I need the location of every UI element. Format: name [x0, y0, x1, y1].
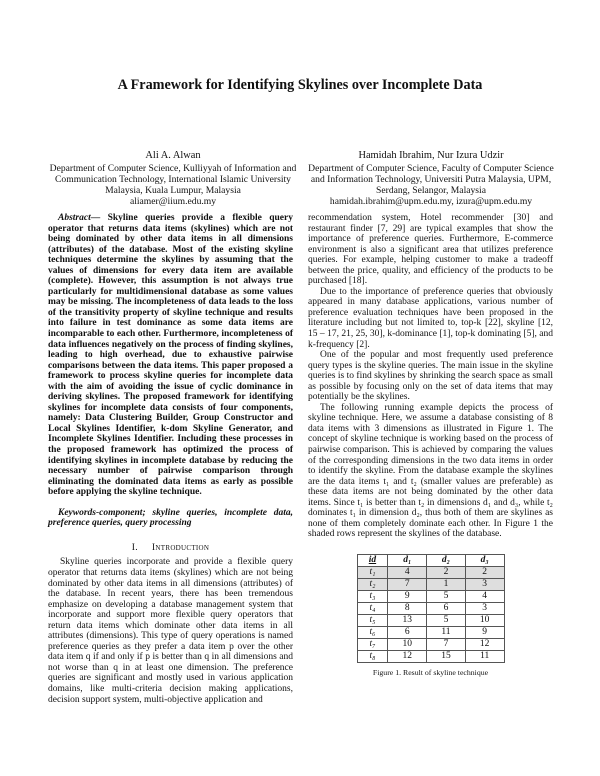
table-row: t₅ 13 5 10 [356, 613, 505, 627]
header-d1: d₁ [387, 553, 428, 567]
table-row: t₄ 8 6 3 [356, 601, 505, 615]
cell-d3: 3 [464, 601, 505, 615]
section-number: I. [131, 541, 138, 553]
cell-d3: 12 [464, 637, 505, 651]
cell-d2: 5 [426, 589, 466, 603]
cell-d1: 12 [387, 649, 428, 663]
section-title: Introduction [151, 541, 210, 553]
cell-d3: 10 [464, 613, 505, 627]
body-paragraph: recommendation system, Hotel recommender… [308, 213, 553, 287]
cell-id: t₅ [356, 613, 389, 627]
header-d2: d₂ [426, 553, 466, 567]
abstract: Abstract— Skyline queries provide a flex… [48, 213, 293, 498]
author-name: Hamidah Ibrahim, Nur Izura Udzir [358, 150, 504, 161]
cell-d2: 2 [426, 565, 466, 579]
table-row: t₁ 4 2 2 [356, 565, 505, 579]
cell-id: t₇ [356, 637, 389, 651]
cell-d2: 5 [426, 613, 466, 627]
figure-caption: Figure 1. Result of skyline technique [372, 667, 489, 677]
cell-d1: 10 [387, 637, 428, 651]
cell-d2: 15 [426, 649, 466, 663]
cell-id: t₃ [356, 589, 389, 603]
author-block-1: Ali A. Alwan Department of Computer Scie… [48, 150, 298, 207]
table-row: t₂ 7 1 3 [356, 577, 505, 591]
author-email: hamidah.ibrahim@upm.edu.my, izura@upm.ed… [329, 196, 533, 208]
header-id: id [356, 553, 389, 567]
abstract-text: Skyline queries provide a flexible query… [48, 213, 293, 498]
cell-id: t₂ [356, 577, 389, 591]
cell-d1: 8 [387, 601, 428, 615]
table-row: t₈ 12 15 11 [356, 649, 505, 663]
cell-d1: 13 [387, 613, 428, 627]
cell-d3: 2 [464, 565, 505, 579]
cell-d1: 9 [387, 589, 428, 603]
abstract-label: Abstract— [58, 213, 101, 223]
cell-d1: 4 [387, 565, 428, 579]
cell-id: t₆ [356, 625, 389, 639]
cell-id: t₄ [356, 601, 389, 615]
cell-d2: 6 [426, 601, 466, 615]
author-affiliation: Department of Computer Science, Kulliyya… [49, 162, 297, 196]
table-row: t₇ 10 7 12 [356, 637, 505, 651]
cell-d2: 11 [426, 625, 466, 639]
cell-d3: 3 [464, 577, 505, 591]
paper-title: A Framework for Identifying Skylines ove… [117, 77, 483, 93]
cell-d2: 7 [426, 637, 466, 651]
section-heading: I. Introduction [48, 541, 293, 554]
body-paragraph: Due to the importance of preference quer… [308, 286, 553, 350]
cell-d1: 6 [387, 625, 428, 639]
table-row: t₆ 6 11 9 [356, 625, 505, 639]
cell-d3: 4 [464, 589, 505, 603]
header-d3: d₃ [464, 553, 505, 567]
cell-d2: 1 [426, 577, 466, 591]
right-column: recommendation system, Hotel recommender… [308, 213, 553, 679]
left-column: Abstract— Skyline queries provide a flex… [48, 213, 293, 705]
cell-d1: 7 [387, 577, 428, 591]
author-affiliation: Department of Computer Science, Faculty … [308, 162, 554, 196]
body-paragraph: One of the popular and most frequently u… [308, 350, 553, 403]
cell-id: t₁ [356, 565, 389, 579]
body-paragraph: The following running example depicts th… [308, 402, 553, 540]
table-row: t₃ 9 5 4 [356, 589, 505, 603]
keywords: Keywords-component; skyline queries, inc… [48, 507, 293, 529]
author-email: aliamer@iium.edu.my [129, 196, 217, 208]
body-paragraph: Skyline queries incorporate and provide … [48, 557, 293, 705]
author-block-2: Hamidah Ibrahim, Nur Izura Udzir Departm… [306, 150, 556, 207]
cell-d3: 11 [464, 649, 505, 663]
cell-d3: 9 [464, 625, 505, 639]
cell-id: t₈ [356, 649, 389, 663]
author-name: Ali A. Alwan [145, 150, 201, 161]
skyline-table: id d₁ d₂ d₃ t₁ 4 2 2 t₂ 7 1 3 t₃ 9 5 4 t₄ 8 6 3 t₅ 13 5 10 t… [356, 553, 505, 663]
